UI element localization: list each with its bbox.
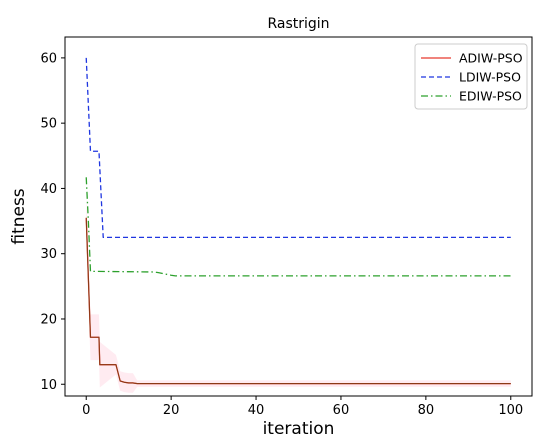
x-tick-label: 40 <box>248 403 265 418</box>
series-lines <box>85 57 511 385</box>
x-tick-label: 80 <box>418 403 435 418</box>
x-tick-label: 0 <box>82 403 90 418</box>
x-tick-label: 20 <box>163 403 180 418</box>
y-axis-label: fitness <box>9 188 29 244</box>
legend-label: EDIW-PSO <box>459 89 522 104</box>
y-tick-label: 10 <box>40 378 57 393</box>
y-tick-label: 50 <box>40 117 57 132</box>
adiw-pso-mean-line <box>85 217 511 385</box>
chart-title: Rastrigin <box>267 16 329 32</box>
x-axis-label: iteration <box>263 419 335 439</box>
y-tick-label: 30 <box>40 247 57 262</box>
series-line-ldiw-pso <box>85 57 511 239</box>
x-tick-label: 60 <box>333 403 350 418</box>
y-tick-label: 20 <box>40 312 57 327</box>
y-tick-label: 40 <box>40 182 57 197</box>
legend: ADIW-PSO LDIW-PSO EDIW-PSO <box>414 43 528 110</box>
legend-label: ADIW-PSO <box>459 51 523 66</box>
variance-band <box>86 194 511 393</box>
plot-frame <box>64 36 533 397</box>
y-tick-label: 60 <box>40 51 57 66</box>
x-axis: 0 20 40 60 80 100 <box>82 396 523 418</box>
y-axis: 10 20 30 40 50 60 <box>40 51 65 393</box>
series-line-ediw-pso <box>85 177 511 277</box>
x-tick-label: 100 <box>498 403 523 418</box>
series-line-adiw-pso <box>85 217 511 385</box>
adiw-pso-band <box>86 194 511 393</box>
legend-box <box>414 43 528 110</box>
legend-label: LDIW-PSO <box>459 70 521 85</box>
